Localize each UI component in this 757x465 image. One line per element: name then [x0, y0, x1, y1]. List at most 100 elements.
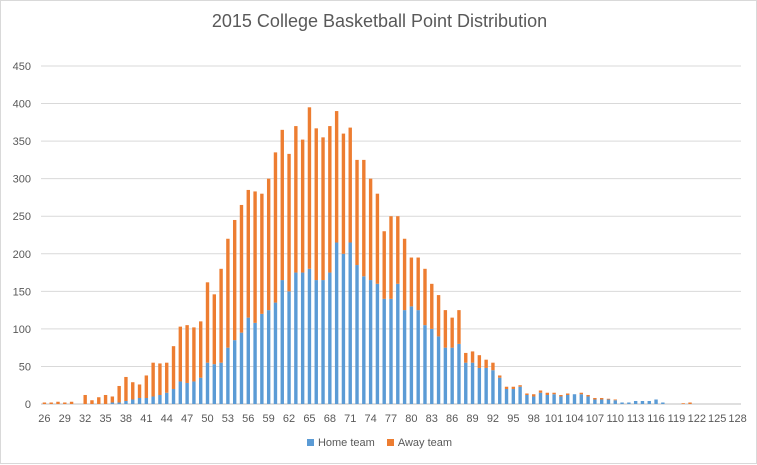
bar-away	[328, 126, 332, 273]
bar-home	[566, 394, 570, 404]
bar-home	[368, 280, 373, 404]
bar-home	[640, 400, 645, 404]
bar-away	[396, 216, 400, 284]
bar-away	[579, 392, 583, 395]
bar-away	[239, 204, 244, 333]
x-tick-label: 125	[708, 413, 726, 425]
bar-home	[389, 298, 393, 404]
bar-home	[110, 402, 115, 404]
x-tick-label: 128	[728, 413, 746, 425]
bar-away	[491, 362, 495, 371]
bar-home	[552, 394, 556, 404]
bar-away	[246, 189, 250, 318]
y-tick-label: 50	[19, 361, 31, 373]
bar-home	[246, 317, 250, 404]
bar-home	[131, 399, 135, 404]
bar-away	[436, 295, 441, 337]
bar-away	[552, 392, 556, 395]
bar-home	[328, 272, 332, 404]
bar-home	[430, 328, 434, 404]
bar-away	[171, 346, 176, 389]
bar-away	[504, 386, 509, 389]
bar-home	[504, 388, 509, 404]
bar-home	[586, 396, 590, 404]
bar-away	[144, 375, 149, 398]
bar-away	[464, 352, 468, 363]
bar-home	[171, 388, 176, 404]
bar-home	[260, 313, 264, 404]
bar-home	[287, 291, 291, 404]
bar-home	[117, 402, 121, 404]
y-tick-label: 350	[13, 136, 31, 148]
bar-home	[226, 347, 230, 404]
x-tick-label: 113	[627, 413, 645, 425]
legend-label: Home team	[317, 437, 375, 449]
bar-home	[436, 336, 441, 404]
y-tick-label: 0	[25, 399, 31, 411]
y-tick-label: 100	[13, 324, 31, 336]
bar-home	[450, 347, 454, 404]
bar-away	[606, 398, 611, 400]
bar-away	[525, 393, 529, 395]
legend-label: Away team	[397, 437, 453, 449]
bar-away	[103, 394, 108, 404]
bar-home	[464, 362, 468, 404]
bar-home	[396, 283, 400, 404]
bar-away	[409, 257, 414, 307]
legend: Home team Away team	[1, 437, 757, 449]
bar-home	[137, 397, 142, 404]
y-tick-label: 200	[13, 249, 31, 261]
bar-home	[538, 392, 543, 404]
x-tick-label: 119	[668, 413, 686, 425]
bar-home	[321, 280, 325, 404]
bar-away	[205, 282, 210, 363]
bar-home	[124, 400, 128, 404]
bar-home	[239, 332, 244, 404]
bar-home	[266, 310, 271, 404]
bar-away	[538, 390, 543, 393]
x-tick-label: 53	[222, 413, 234, 425]
x-tick-label: 77	[385, 413, 397, 425]
bar-away	[477, 355, 482, 368]
bar-home	[348, 242, 352, 404]
bar-home	[491, 370, 495, 404]
x-tick-label: 92	[487, 413, 499, 425]
bar-away	[457, 310, 461, 344]
bar-away	[137, 384, 142, 398]
x-tick-label: 74	[364, 413, 376, 425]
bar-away	[470, 351, 475, 363]
bar-away	[212, 294, 216, 365]
bar-home	[545, 394, 550, 404]
x-tick-label: 44	[161, 413, 173, 425]
bar-away	[63, 402, 67, 404]
x-tick-label: 95	[507, 413, 519, 425]
bar-home	[375, 283, 380, 404]
bar-home	[144, 397, 149, 404]
bar-home	[518, 386, 522, 404]
bar-away	[110, 396, 115, 403]
bar-home	[334, 242, 339, 404]
bar-away	[192, 327, 196, 382]
x-tick-label: 83	[426, 413, 438, 425]
bar-away	[334, 111, 339, 243]
bar-away	[300, 139, 305, 273]
bar-away	[375, 193, 380, 284]
bar-away	[226, 238, 230, 348]
x-tick-label: 101	[545, 413, 563, 425]
bar-away	[307, 107, 312, 269]
x-tick-label: 29	[59, 413, 71, 425]
bar-home	[314, 280, 318, 404]
legend-entry: Away team	[386, 437, 453, 449]
bar-away	[368, 178, 373, 281]
bar-away	[681, 403, 685, 404]
bar-away	[266, 178, 271, 311]
bar-home	[457, 343, 461, 404]
bar-home	[341, 253, 346, 404]
bar-home	[382, 298, 386, 404]
bar-home	[253, 322, 257, 404]
bar-home	[212, 364, 216, 404]
x-tick-label: 32	[79, 413, 91, 425]
x-tick-label: 107	[586, 413, 604, 425]
bar-away	[321, 137, 325, 281]
